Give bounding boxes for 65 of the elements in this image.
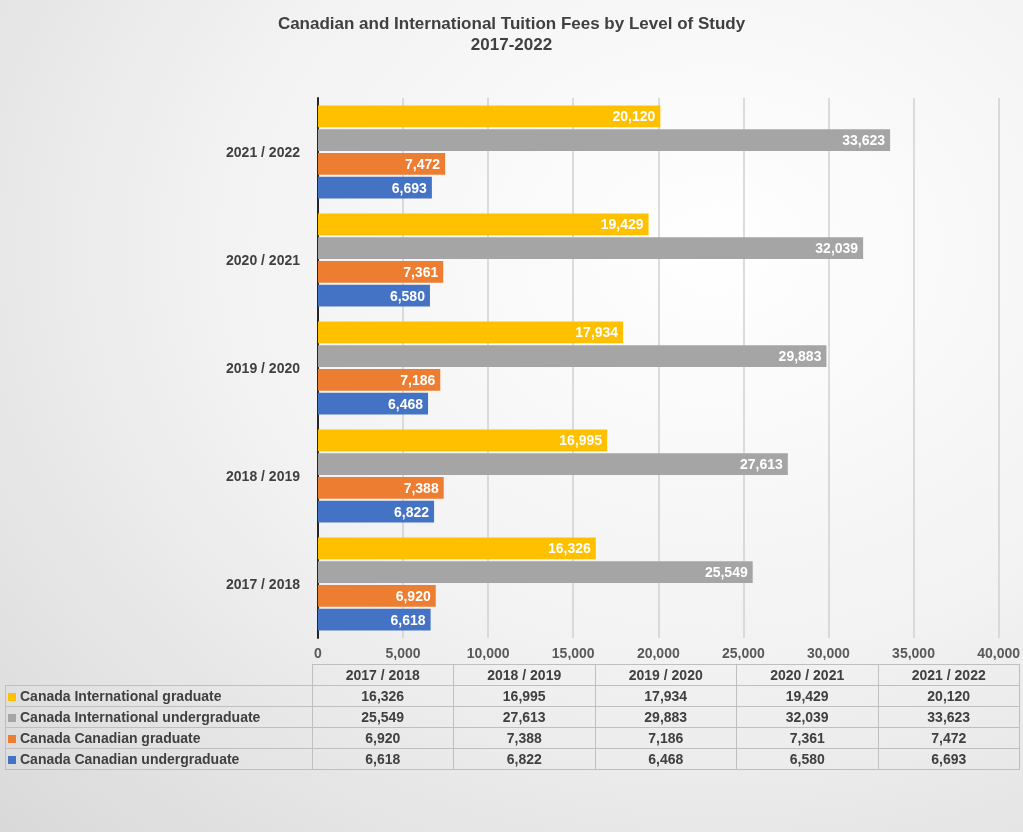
data-label: 7,472 [405,155,441,172]
legend-label: Canada International undergraduate [5,706,312,728]
text: 7,361 [789,730,825,746]
legend-label: Canada Canadian undergraduate [5,748,312,770]
legend-label: Canada International graduate [5,685,312,707]
text: 7,388 [506,730,542,746]
x-tick-label: 40,000 [977,645,1021,661]
text: 7,472 [931,730,967,746]
y-tick-label: 2018 / 2019 [226,468,301,484]
text: 16,995 [502,688,546,704]
text: 16,326 [361,688,405,704]
y-tick-label: 2017 / 2018 [226,576,301,592]
data-label: 19,429 [600,216,644,233]
category-label: 2021 / 2022 [911,667,986,683]
data-label: 7,388 [403,479,439,496]
text: 6,468 [648,751,684,767]
data-label: 6,920 [395,587,431,604]
data-label: 7,361 [403,263,439,280]
text: 27,613 [502,709,546,725]
x-tick-label: 35,000 [892,645,936,661]
x-tick-label: 10,000 [466,645,510,661]
category-label: 2018 / 2019 [487,667,562,683]
text: 6,580 [789,751,825,767]
text: 29,883 [644,709,688,725]
x-tick-label: 5,000 [385,645,421,661]
category-label: 2019 / 2020 [628,667,703,683]
category-label: 2017 / 2018 [345,667,420,683]
text: 19,429 [785,688,829,704]
x-tick-label: 25,000 [721,645,765,661]
text: 17,934 [644,688,688,704]
data-label: 6,822 [394,503,430,520]
chart-subtitle: 2017-2022 [470,35,553,54]
data-label: 6,580 [389,287,426,304]
y-tick-label: 2021 / 2022 [226,144,301,160]
data-label: 16,326 [547,540,591,557]
data-label: 6,468 [388,395,424,412]
data-label: 20,120 [612,108,656,125]
data-label: 25,549 [704,564,748,581]
legend-label: Canada Canadian graduate [5,727,312,749]
y-tick-label: 2020 / 2021 [226,252,301,268]
data-label: 32,039 [815,240,859,257]
text: 7,186 [648,730,684,746]
text: 6,618 [365,751,401,767]
data-label: 7,186 [400,371,436,388]
text: 6,693 [931,751,967,767]
text: 33,623 [927,709,971,725]
category-label: 2020 / 2021 [770,667,845,683]
data-label: 27,613 [740,456,784,473]
y-tick-label: 2019 / 2020 [226,360,301,376]
text: 6,920 [365,730,401,746]
chart-title: Canadian and International Tuition Fees by Level of Study [277,14,746,33]
x-tick-label: 0 [314,645,323,661]
text: 32,039 [785,709,829,725]
x-tick-label: 30,000 [807,645,851,661]
x-tick-label: 20,000 [636,645,680,661]
text: 20,120 [927,688,971,704]
data-label: 33,623 [842,132,886,149]
data-label: 16,995 [559,432,603,449]
data-label: 6,693 [391,179,428,196]
text: 25,549 [361,709,405,725]
x-tick-label: 15,000 [551,645,595,661]
data-label: 29,883 [778,348,822,365]
text: 6,822 [506,751,542,767]
data-label: 17,934 [575,324,619,341]
data-label: 6,618 [390,611,426,628]
